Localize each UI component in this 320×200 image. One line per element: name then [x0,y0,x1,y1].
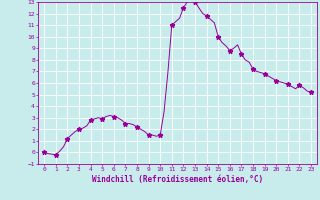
X-axis label: Windchill (Refroidissement éolien,°C): Windchill (Refroidissement éolien,°C) [92,175,263,184]
